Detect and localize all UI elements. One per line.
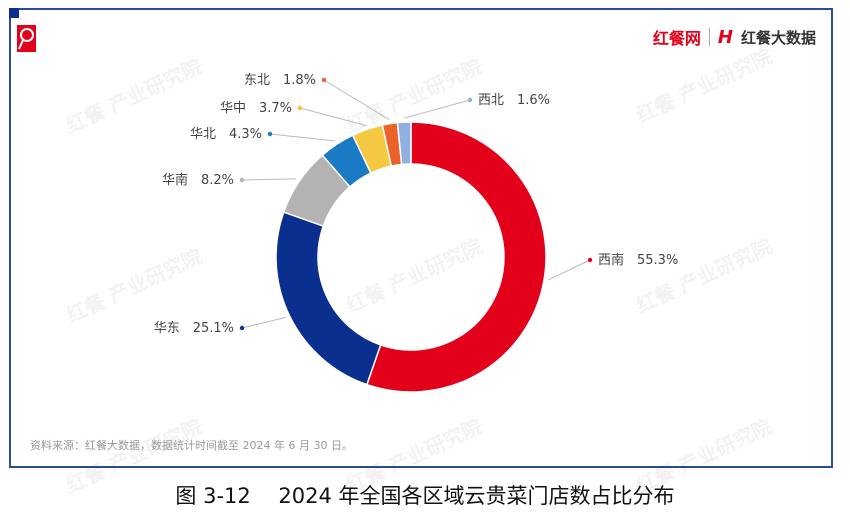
- slice-西南: [365, 121, 547, 393]
- source-note: 资料来源：红餐大数据，数据统计时间截至 2024 年 6 月 30 日。: [30, 439, 353, 452]
- slice-华东: [275, 211, 382, 386]
- data-label: 华北 4.3%: [190, 127, 262, 142]
- h-logo-icon: H: [717, 26, 733, 48]
- label-dot: [239, 325, 245, 331]
- leader-line: [241, 178, 297, 181]
- data-brand-name: 红餐大数据: [740, 28, 816, 47]
- leader-line: [547, 259, 591, 281]
- data-label: 西北 1.6%: [478, 93, 550, 108]
- leader-line: [241, 316, 286, 329]
- leader-line: [269, 133, 335, 142]
- data-label: 东北 1.8%: [244, 73, 316, 88]
- leader-line: [299, 107, 367, 126]
- magnifier-logo-icon: [17, 25, 36, 52]
- brand-name: 红餐网: [652, 29, 701, 48]
- corner-accent: [9, 8, 19, 18]
- data-label: 华东 25.1%: [154, 321, 234, 336]
- data-label: 华中 3.7%: [220, 101, 292, 116]
- leader-line: [403, 99, 471, 119]
- label-dot: [267, 131, 273, 137]
- figure-title: 图 3-12 2024 年全国各区域云贵菜门店数占比分布: [175, 484, 675, 508]
- brand-logo: 红餐网 H 红餐大数据: [653, 25, 816, 49]
- label-dot: [587, 257, 593, 263]
- label-dot: [321, 77, 327, 83]
- data-label: 西南 55.3%: [598, 252, 678, 268]
- slice-西北: [396, 121, 412, 166]
- label-dot: [297, 105, 303, 111]
- data-label: 华南 8.2%: [162, 172, 234, 188]
- label-dot: [239, 177, 245, 183]
- label-dot: [467, 97, 473, 103]
- leader-line: [323, 79, 390, 121]
- brand-divider: [708, 28, 710, 46]
